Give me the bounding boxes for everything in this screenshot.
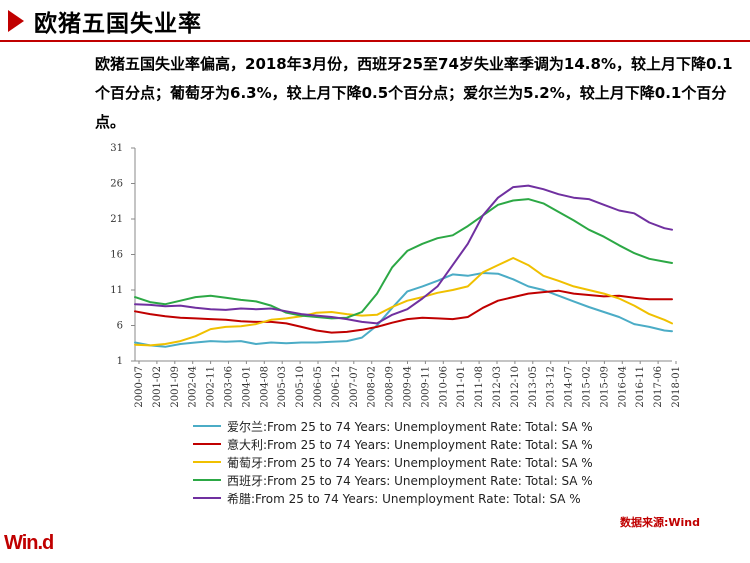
legend-swatch [193, 497, 221, 499]
x-tick-label: 2001-02 [152, 366, 163, 408]
y-tick-label: 1 [117, 356, 123, 367]
y-tick-label: 21 [110, 214, 123, 225]
series-line [134, 289, 673, 334]
series-line [134, 198, 673, 320]
y-tick-label: 16 [110, 250, 123, 261]
y-tick-label: 26 [110, 179, 123, 190]
legend-swatch [193, 461, 221, 463]
x-tick-label: 2018-01 [671, 366, 682, 408]
legend-item: 葡萄牙:From 25 to 74 Years: Unemployment Ra… [193, 453, 593, 471]
x-tick-label: 2004-08 [259, 366, 270, 408]
legend-label: 爱尔兰:From 25 to 74 Years: Unemployment Ra… [227, 419, 593, 434]
wind-logo: Win.d [4, 532, 54, 554]
series-line [134, 272, 673, 348]
title-arrow-icon [8, 10, 24, 32]
legend-item: 希腊:From 25 to 74 Years: Unemployment Rat… [193, 489, 593, 507]
x-tick-label: 2009-11 [420, 366, 431, 408]
legend-swatch [193, 425, 221, 427]
x-tick-label: 2009-04 [403, 366, 414, 408]
x-tick-label: 2015-09 [599, 366, 610, 408]
series-lines [134, 184, 673, 348]
x-tick-label: 2012-10 [510, 366, 521, 408]
series-line [134, 257, 673, 347]
legend-item: 西班牙:From 25 to 74 Years: Unemployment Ra… [193, 471, 593, 489]
x-tick-label: 2002-11 [206, 366, 217, 408]
legend-label: 葡萄牙:From 25 to 74 Years: Unemployment Ra… [227, 455, 593, 470]
x-tick-label: 2016-04 [617, 366, 628, 408]
legend-swatch [193, 479, 221, 481]
summary-text: 欧猪五国失业率偏高，2018年3月份，西班牙25至74岁失业率季调为14.8%，… [95, 55, 733, 131]
x-tick-label: 2008-09 [385, 366, 396, 408]
legend-label: 希腊:From 25 to 74 Years: Unemployment Rat… [227, 491, 581, 506]
x-tick-label: 2006-12 [331, 366, 342, 408]
x-tick-label: 2006-05 [313, 366, 324, 408]
x-tick-label: 2011-01 [456, 366, 467, 408]
series-line [134, 184, 673, 325]
y-tick-label: 11 [110, 285, 123, 296]
page-title: 欧猪五国失业率 [8, 4, 202, 38]
x-tick-label: 2015-02 [582, 366, 593, 408]
x-tick-label: 2014-07 [564, 366, 575, 408]
x-tick-label: 2001-09 [170, 366, 181, 408]
x-tick-label: 2005-03 [277, 366, 288, 408]
x-tick-label: 2008-02 [367, 366, 378, 408]
legend: 爱尔兰:From 25 to 74 Years: Unemployment Ra… [193, 417, 593, 507]
x-tick-label: 2003-06 [224, 366, 235, 408]
x-tick-label: 2013-05 [528, 366, 539, 408]
legend-swatch [193, 443, 221, 445]
y-tick-label: 31 [110, 143, 123, 154]
data-source-note: 数据来源:Wind [619, 516, 700, 529]
legend-item: 意大利:From 25 to 74 Years: Unemployment Ra… [193, 435, 593, 453]
x-tick-label: 2010-06 [438, 366, 449, 408]
legend-label: 西班牙:From 25 to 74 Years: Unemployment Ra… [227, 473, 593, 488]
title-text: 欧猪五国失业率 [34, 11, 202, 37]
x-tick-label: 2005-10 [295, 366, 306, 408]
legend-label: 意大利:From 25 to 74 Years: Unemployment Ra… [227, 437, 593, 452]
x-tick-label: 2007-07 [349, 366, 360, 408]
x-tick-label: 2011-08 [474, 366, 485, 408]
x-tick-label: 2012-03 [492, 366, 503, 408]
x-tick-label: 2004-01 [241, 366, 252, 408]
x-tick-label: 2016-11 [635, 366, 646, 408]
x-tick-label: 2013-12 [546, 366, 557, 408]
x-axis: 2000-07 2001-02 2001-09 2002-04 2002-11 2003-… [134, 360, 682, 408]
title-divider [0, 40, 750, 42]
y-tick-label: 6 [117, 321, 123, 332]
x-tick-label: 2002-04 [188, 366, 199, 408]
legend-item: 爱尔兰:From 25 to 74 Years: Unemployment Ra… [193, 417, 593, 435]
x-tick-label: 2000-07 [134, 366, 145, 408]
x-tick-label: 2017-06 [653, 366, 664, 408]
